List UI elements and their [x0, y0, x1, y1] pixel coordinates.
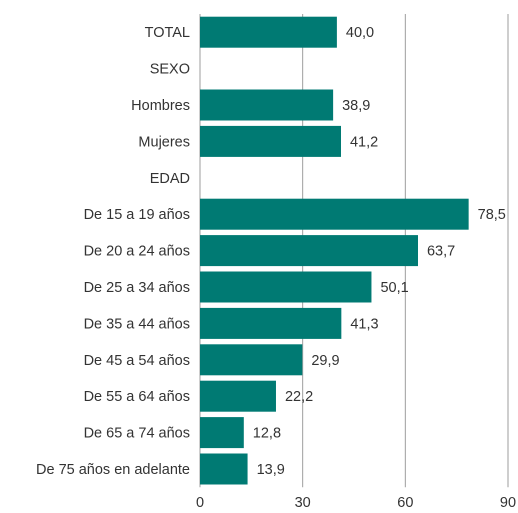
x-tick-label: 30 [295, 495, 311, 511]
category-label: De 75 años en adelante [36, 462, 190, 478]
data-label: 40,0 [346, 25, 374, 41]
bar [200, 417, 244, 449]
data-label: 38,9 [342, 98, 370, 114]
bar [200, 125, 341, 157]
bar [200, 271, 372, 303]
category-labels: TOTAL SEXO Hombres Mujeres EDAD De 15 a 19 añ… [36, 25, 190, 478]
category-label: De 65 a 74 años [84, 426, 190, 442]
x-axis-ticks: 0 30 60 90 [196, 495, 516, 511]
category-label: De 55 a 64 años [84, 389, 190, 405]
data-label: 22,2 [285, 389, 313, 405]
category-label: EDAD [150, 171, 190, 187]
category-label: De 15 a 19 años [84, 207, 190, 223]
bars [200, 16, 469, 485]
bar [200, 453, 248, 485]
data-label: 12,8 [253, 426, 281, 442]
category-label: De 45 a 54 años [84, 353, 190, 369]
bar [200, 89, 334, 121]
data-label: 13,9 [257, 462, 285, 478]
x-tick-label: 90 [500, 495, 516, 511]
bar [200, 16, 337, 48]
category-label: Mujeres [138, 134, 190, 150]
value-labels: 40,0 38,9 41,2 78,5 63,7 50,1 41,3 29,9 22,2 12,8… [253, 25, 506, 478]
x-tick-label: 0 [196, 495, 204, 511]
bar [200, 235, 418, 267]
x-tick-label: 60 [397, 495, 413, 511]
category-label: De 35 a 44 años [84, 316, 190, 332]
bar [200, 380, 276, 412]
category-label: De 20 a 24 años [84, 244, 190, 260]
data-label: 41,2 [350, 134, 378, 150]
data-label: 41,3 [350, 316, 378, 332]
data-label: 78,5 [478, 207, 506, 223]
category-label: SEXO [150, 62, 190, 78]
bar [200, 344, 303, 376]
bar [200, 307, 342, 339]
data-label: 63,7 [427, 244, 455, 260]
data-label: 50,1 [380, 280, 408, 296]
category-label: TOTAL [145, 25, 190, 41]
category-label: Hombres [131, 98, 190, 114]
data-label: 29,9 [311, 353, 339, 369]
bar [200, 198, 469, 230]
category-label: De 25 a 34 años [84, 280, 190, 296]
